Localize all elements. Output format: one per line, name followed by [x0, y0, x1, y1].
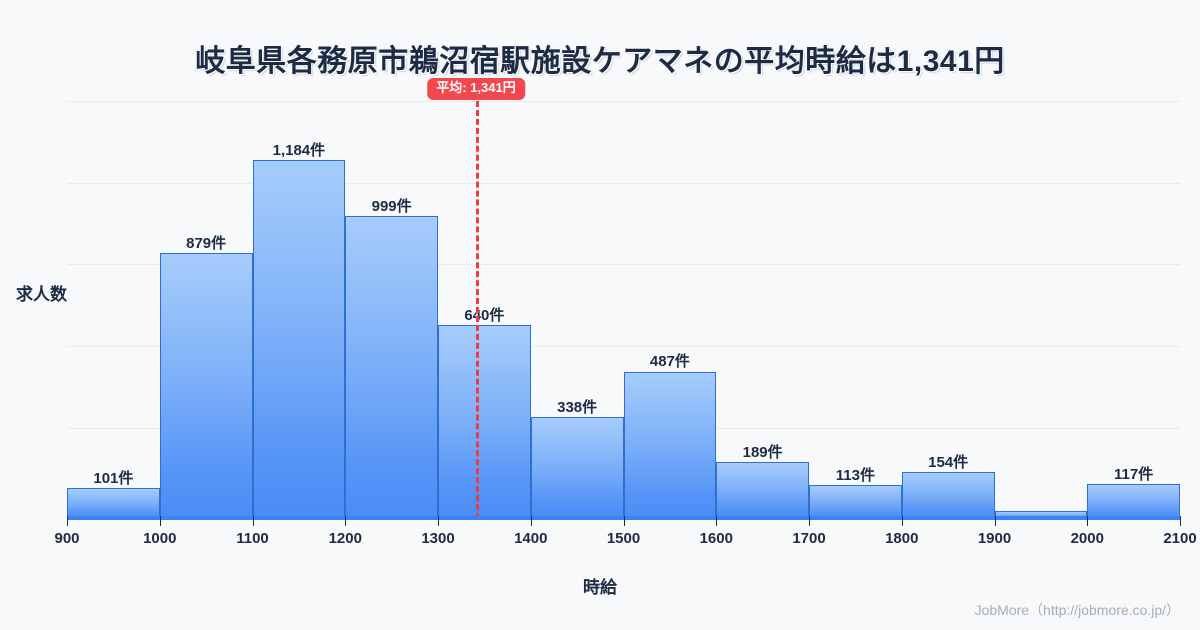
bar[interactable] [623, 371, 717, 519]
x-axis-tick [345, 516, 347, 526]
x-axis-tick-label: 1900 [977, 530, 1012, 547]
gridline [67, 264, 1180, 266]
watermark: JobMore（http://jobmore.co.jp/） [974, 602, 1180, 618]
x-axis-tick-label: 1300 [421, 530, 455, 547]
bar[interactable] [809, 484, 902, 519]
bar-value-label: 101件 [93, 470, 134, 488]
bar[interactable] [67, 488, 160, 519]
bar[interactable] [901, 472, 995, 519]
average-line [476, 101, 480, 519]
gridline [67, 182, 1180, 184]
bar-value-label: 338件 [557, 398, 598, 416]
x-axis-tick [716, 516, 718, 526]
bar-value-label: 189件 [742, 443, 783, 461]
bar-value-label: 1,184件 [272, 142, 326, 160]
x-axis-tick [809, 516, 810, 526]
bar-value-label: 879件 [186, 234, 227, 252]
bar-value-label: 113件 [835, 466, 875, 484]
bar-value-label: 487件 [649, 353, 690, 371]
plot-area: 101件 879件 1,184件 999件 640件 338件 487件 189件 113件 15… [67, 78, 1180, 519]
bar-value-label: 154件 [928, 454, 969, 472]
x-axis-title: 時給 [583, 578, 617, 597]
x-axis-tick-label: 1000 [143, 530, 177, 547]
x-axis-tick [994, 516, 996, 526]
x-axis [67, 516, 1181, 526]
x-axis-tick-label: 900 [54, 530, 80, 547]
x-axis-tick [67, 516, 68, 526]
bar[interactable] [252, 160, 346, 519]
bar[interactable] [530, 416, 624, 519]
bar[interactable] [159, 252, 253, 519]
x-axis-tick [1180, 516, 1181, 526]
bar[interactable] [716, 461, 809, 519]
x-axis-tick-label: 1700 [792, 530, 826, 547]
x-axis-tick [1087, 516, 1089, 526]
x-axis-tick [623, 516, 625, 526]
gridline [67, 101, 1180, 102]
x-axis-tick-label: 2000 [1070, 530, 1104, 547]
bar[interactable] [345, 216, 438, 519]
x-axis-tick [901, 516, 903, 526]
y-axis-title: 求人数 [16, 285, 67, 304]
gridline [67, 346, 1180, 348]
x-axis-tick [438, 516, 439, 526]
page-title: 岐阜県各務原市鵜沼宿駅施設ケアマネの平均時給は1,341円 [195, 45, 1005, 78]
x-axis-tick [530, 516, 532, 526]
x-axis-tick [159, 516, 161, 526]
bar[interactable] [438, 325, 531, 519]
bar-value-label: 640件 [464, 307, 505, 325]
x-axis-tick-label: 1100 [236, 530, 269, 547]
x-axis-tick-label: 1800 [885, 530, 919, 547]
bar[interactable] [1087, 483, 1180, 519]
bar-value-label: 117件 [1114, 465, 1154, 483]
x-axis-tick [252, 516, 254, 526]
x-axis-tick-label: 1200 [328, 530, 362, 547]
x-axis-tick-label: 1600 [699, 530, 733, 547]
average-badge: 平均: 1,341円 [427, 78, 525, 100]
x-axis-tick-label: 1400 [514, 530, 548, 547]
x-axis-tick-label: 1500 [606, 530, 641, 547]
x-axis-tick-label: 2100 [1163, 530, 1197, 547]
bar-value-label: 999件 [371, 198, 412, 216]
